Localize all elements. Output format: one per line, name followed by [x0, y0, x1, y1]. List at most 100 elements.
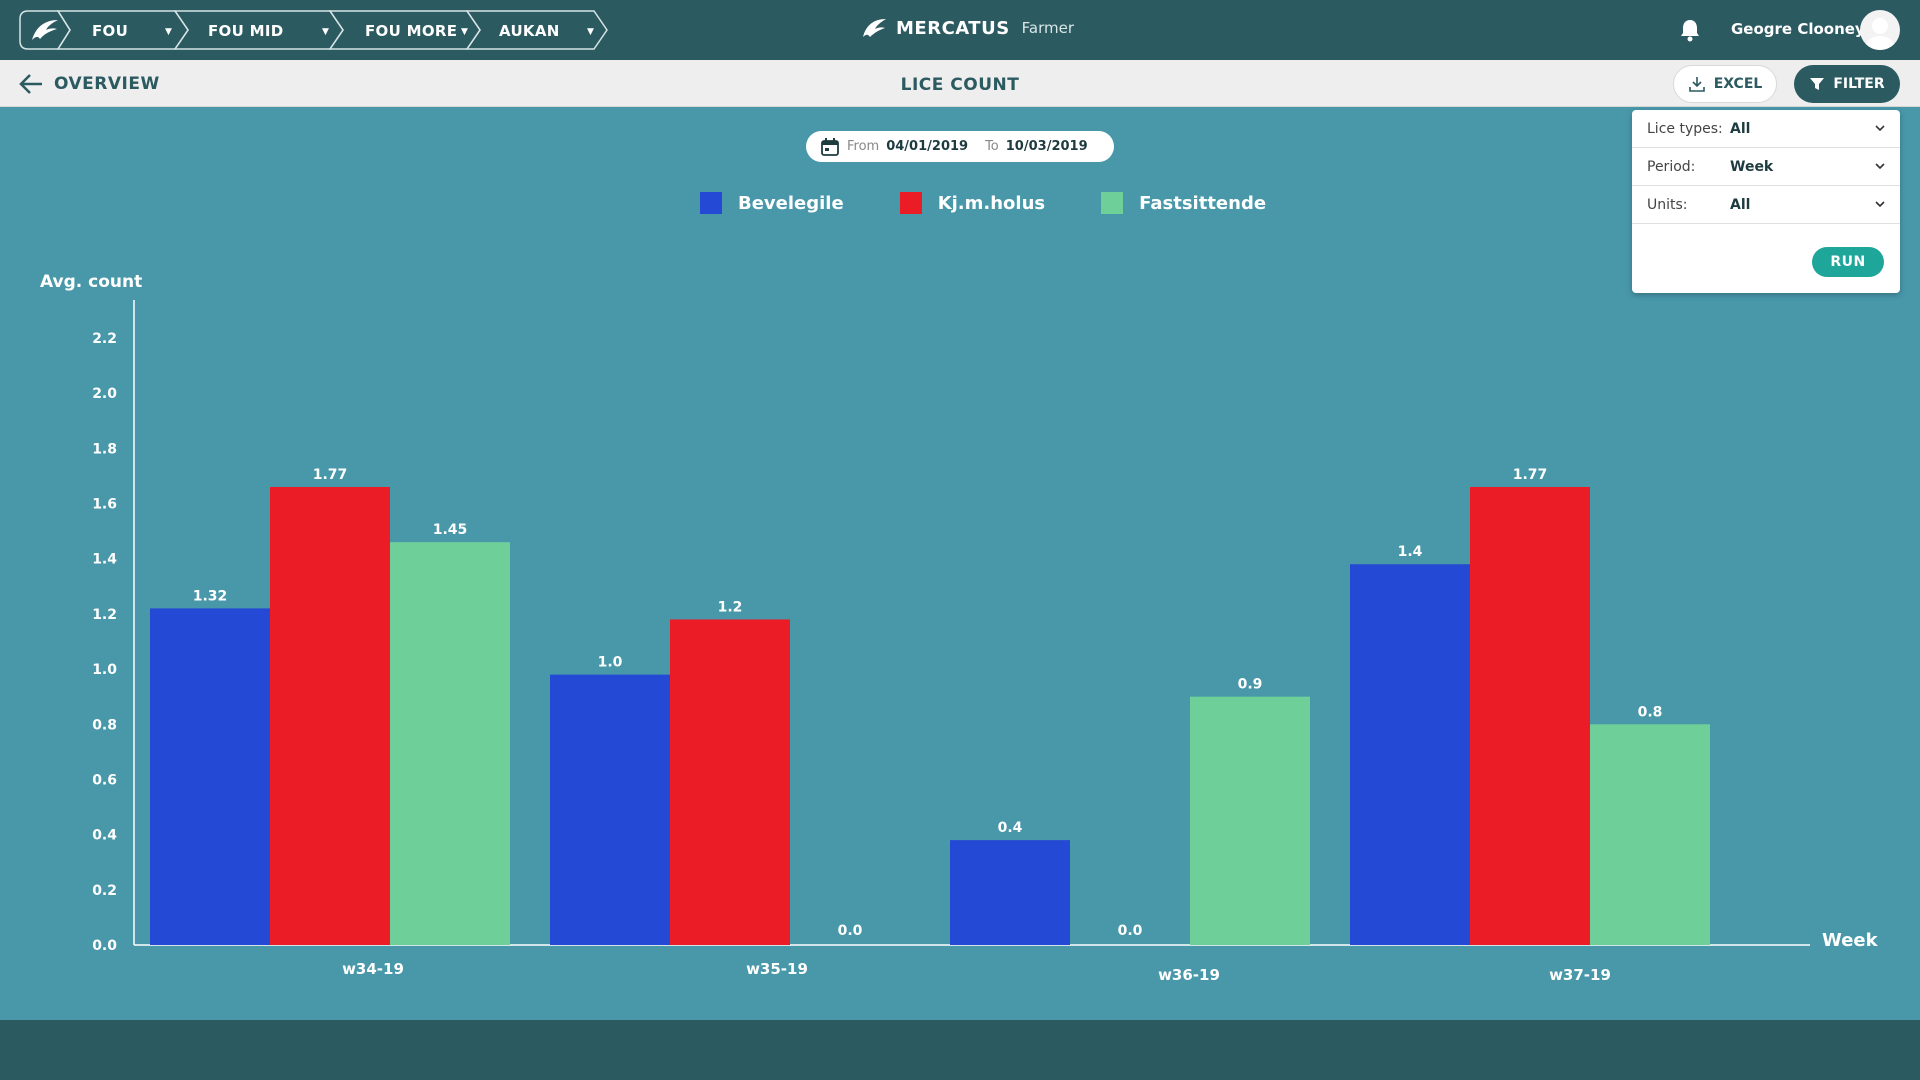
excel-export-button[interactable]: EXCEL — [1673, 65, 1777, 103]
back-to-overview-button[interactable]: OVERVIEW — [18, 72, 160, 96]
x-axis-label: Week — [1822, 930, 1879, 951]
from-label: From — [847, 139, 880, 154]
legend-swatch-kjmholus — [899, 192, 922, 214]
bar-value-label: 1.77 — [1513, 467, 1548, 483]
bar-bevelegile-w35-19[interactable] — [550, 674, 670, 945]
brand: MERCATUS Farmer — [860, 12, 1074, 44]
sub-header: OVERVIEW LICE COUNT EXCEL FILTER — [0, 60, 1920, 107]
breadcrumb-fou-label: FOU — [92, 22, 129, 40]
bar-value-label: 1.4 — [1398, 544, 1423, 560]
funnel-icon — [1810, 78, 1825, 90]
bar-fastsittende-w37-19[interactable] — [1590, 724, 1710, 945]
brand-subtitle: Farmer — [1021, 19, 1075, 37]
y-tick-label: 1.6 — [92, 497, 117, 513]
bar-bevelegile-w34-19[interactable] — [150, 608, 270, 945]
breadcrumb-fou-more-label: FOU MORE — [365, 22, 458, 40]
x-tick-label: w36-19 — [1158, 966, 1220, 984]
bell-icon — [1681, 20, 1699, 42]
y-tick-label: 0.0 — [92, 938, 117, 954]
breadcrumb-fou-more[interactable]: FOU MORE — [365, 10, 457, 52]
period-label: Period: — [1647, 159, 1696, 175]
y-tick-label: 0.6 — [92, 772, 117, 788]
x-tick-label: w37-19 — [1549, 966, 1611, 984]
lice-types-label: Lice types: — [1647, 121, 1723, 137]
x-tick-label: w34-19 — [342, 960, 404, 978]
y-tick-label: 1.8 — [92, 441, 117, 457]
bar-value-label: 1.0 — [598, 655, 623, 671]
breadcrumb-fou-dropdown-icon[interactable]: ▼ — [165, 27, 172, 37]
breadcrumb-fou-mid-label: FOU MID — [208, 22, 284, 40]
bars: 1.32 1.77 1.45 1.0 1.2 0.0 0.4 0.0 0.9 1.4 1.77 0.8 — [150, 467, 1710, 945]
legend-label-kjmholus: Kj.m.holus — [937, 192, 1046, 214]
y-tick-label: 0.4 — [92, 828, 117, 844]
bar-value-label: 1.77 — [313, 467, 348, 483]
breadcrumb — [19, 10, 608, 50]
chart-legend: Bevelegile Kj.m.holus Fastsittende — [700, 192, 1266, 214]
y-ticks: 0.0 0.2 0.4 0.6 0.8 1.0 1.2 1.4 1.6 1.8 2.0 2.2 — [92, 331, 117, 954]
breadcrumb-fou-mid-dropdown-icon[interactable]: ▼ — [322, 27, 329, 37]
footer — [0, 1020, 1920, 1080]
y-tick-label: 2.0 — [92, 386, 117, 402]
bar-kjmholus-w37-19[interactable] — [1470, 486, 1590, 945]
excel-label: EXCEL — [1713, 76, 1763, 92]
bar-value-label: 0.0 — [1118, 923, 1143, 939]
chevron-down-icon — [1875, 125, 1885, 132]
bar-bevelegile-w36-19[interactable] — [950, 840, 1070, 945]
filter-label: FILTER — [1833, 76, 1885, 92]
bar-kjmholus-w34-19[interactable] — [270, 486, 390, 945]
bar-fastsittende-w34-19[interactable] — [390, 542, 510, 945]
bar-value-label: 1.2 — [718, 599, 743, 615]
y-tick-label: 1.4 — [92, 552, 117, 568]
units-select[interactable]: Units: All — [1632, 186, 1900, 224]
breadcrumb-fou[interactable]: FOU — [92, 10, 128, 52]
legend-swatch-fastsittende — [1101, 192, 1124, 214]
notifications-button[interactable] — [1679, 18, 1701, 46]
bar-fastsittende-w36-19[interactable] — [1190, 696, 1310, 945]
home-logo-button[interactable] — [28, 14, 62, 46]
bar-value-label: 0.0 — [838, 923, 863, 939]
brand-name: MERCATUS — [896, 17, 1010, 39]
mercatus-logo-icon — [863, 19, 886, 37]
y-axis-label: Avg. count — [40, 272, 142, 292]
from-date[interactable]: 04/01/2019 — [886, 139, 969, 154]
back-label: OVERVIEW — [54, 74, 160, 94]
user-name[interactable]: Geogre Clooney — [1731, 20, 1865, 38]
legend-label-bevelegile: Bevelegile — [738, 192, 844, 214]
chevron-down-icon — [1875, 201, 1885, 208]
lice-count-chart: Avg. count Week 0.0 0.2 0.4 0.6 0.8 1.0 1.2 1.4… — [40, 272, 1879, 984]
breadcrumb-aukan[interactable]: AUKAN — [499, 10, 560, 52]
to-label: To — [985, 139, 999, 154]
fish-logo-icon — [32, 20, 58, 40]
bar-bevelegile-w37-19[interactable] — [1350, 564, 1470, 945]
arrow-left-icon — [19, 74, 42, 94]
filter-panel: Lice types: All Period: Week Units: All … — [1632, 110, 1900, 293]
legend-swatch-bevelegile — [700, 192, 722, 214]
to-date[interactable]: 10/03/2019 — [1005, 139, 1088, 154]
y-tick-label: 0.8 — [92, 717, 117, 733]
y-tick-label: 2.2 — [92, 331, 117, 347]
breadcrumb-aukan-dropdown-icon[interactable]: ▼ — [587, 27, 594, 37]
run-button[interactable]: RUN — [1812, 247, 1884, 277]
y-tick-label: 1.2 — [92, 607, 117, 623]
bar-value-label: 0.9 — [1238, 677, 1263, 693]
filter-button[interactable]: FILTER — [1794, 65, 1900, 103]
breadcrumb-fou-mid[interactable]: FOU MID — [208, 10, 283, 52]
user-avatar-icon — [1865, 18, 1895, 50]
legend-label-fastsittende: Fastsittende — [1139, 192, 1267, 214]
lice-types-select[interactable]: Lice types: All — [1632, 110, 1900, 148]
period-value: Week — [1730, 159, 1774, 175]
top-bar: FOU ▼ FOU MID ▼ FOU MORE ▼ AUKAN ▼ MERCA… — [0, 0, 1920, 60]
units-value: All — [1730, 197, 1751, 213]
bar-value-label: 1.32 — [193, 588, 228, 604]
period-select[interactable]: Period: Week — [1632, 148, 1900, 186]
avatar[interactable] — [1860, 10, 1900, 50]
units-label: Units: — [1647, 197, 1688, 213]
bar-value-label: 0.8 — [1638, 704, 1663, 720]
y-tick-label: 1.0 — [92, 662, 117, 678]
excel-download-icon — [1688, 77, 1705, 92]
date-range-picker[interactable]: From 04/01/2019 To 10/03/2019 — [806, 131, 1114, 162]
bar-kjmholus-w35-19[interactable] — [670, 619, 790, 945]
breadcrumb-aukan-label: AUKAN — [499, 22, 560, 40]
x-ticks: w34-19 w35-19 w36-19 w37-19 — [342, 960, 1611, 984]
breadcrumb-fou-more-dropdown-icon[interactable]: ▼ — [461, 27, 468, 37]
